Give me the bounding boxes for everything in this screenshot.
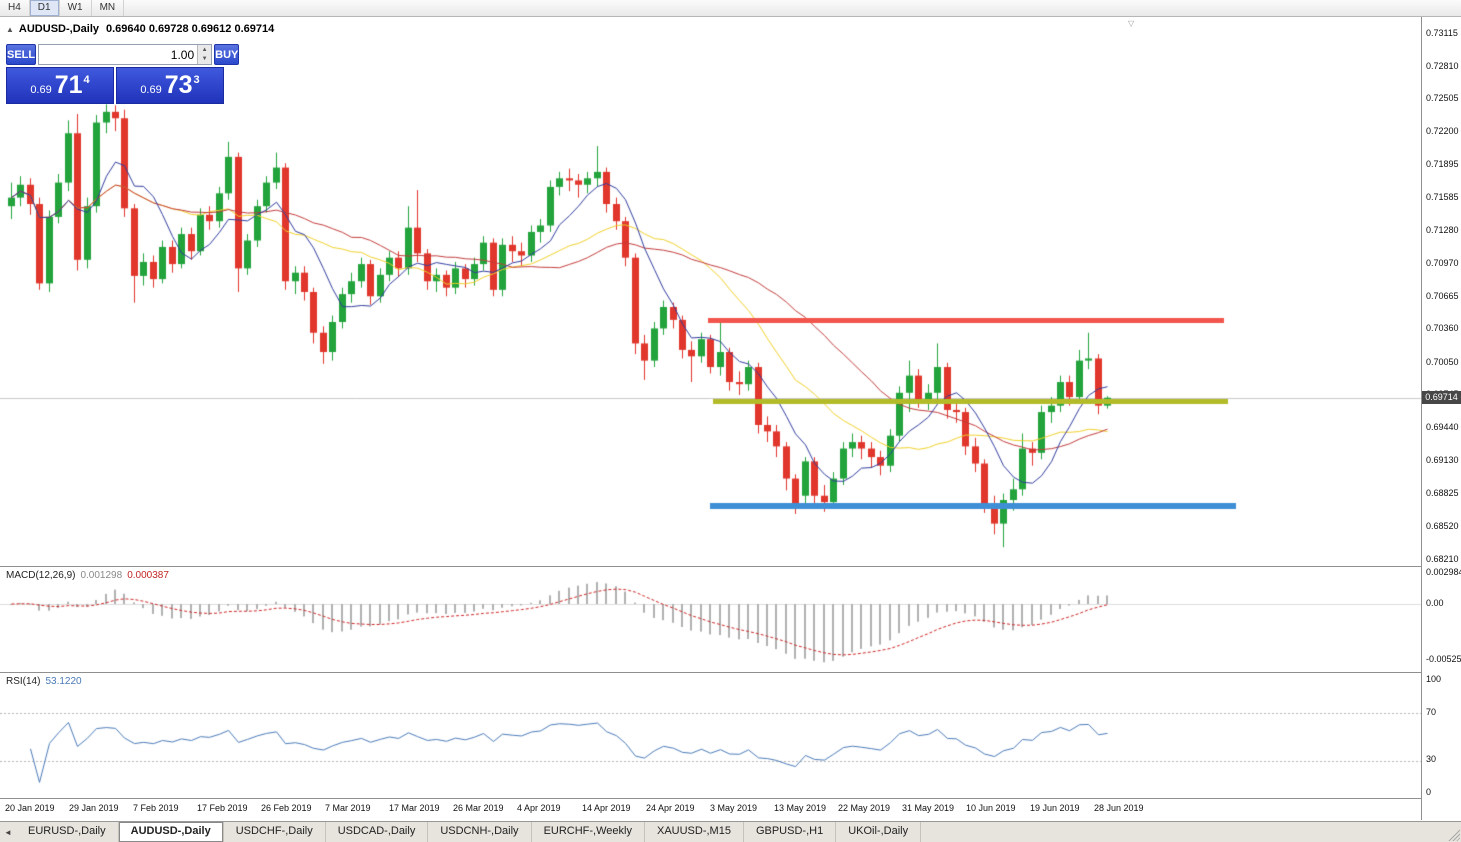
chart-shift-marker-icon[interactable]: ▽	[1128, 19, 1135, 28]
sell-price-prefix: 0.69	[30, 83, 52, 96]
price-axis-label: 0.72200	[1426, 126, 1459, 137]
macd-axis-zero: 0.00	[1426, 598, 1444, 608]
date-axis-label: 31 May 2019	[902, 803, 955, 813]
date-axis-label: 22 May 2019	[838, 803, 891, 813]
volume-up-button[interactable]: ▲	[198, 45, 212, 55]
macd-indicator-label: MACD(12,26,9) 0.001298 0.000387	[6, 570, 169, 581]
buy-price-prefix: 0.69	[140, 83, 162, 96]
price-axis-label: 0.73115	[1426, 28, 1458, 38]
date-axis-label: 14 Apr 2019	[582, 803, 631, 813]
price-axis-label: 0.68825	[1426, 488, 1459, 499]
price-axis-label: 0.70665	[1426, 290, 1459, 301]
date-axis-label: 10 Jun 2019	[966, 803, 1016, 813]
sell-button[interactable]: SELL	[6, 44, 37, 65]
macd-axis-max: 0.002984	[1426, 567, 1461, 577]
timeframe-h4-button[interactable]: H4	[0, 0, 30, 16]
tab-usdcad-daily[interactable]: USDCAD-,Daily	[326, 822, 429, 842]
rsi-axis-0: 0	[1426, 787, 1432, 797]
sell-price-main: 71	[54, 71, 83, 99]
rsi-indicator-label: RSI(14) 53.1220	[6, 676, 82, 687]
buy-button[interactable]: BUY	[214, 44, 240, 65]
date-axis-label: 19 Jun 2019	[1030, 803, 1080, 813]
date-axis-separator	[0, 798, 1421, 799]
macd-axis-min: -0.005256	[1426, 654, 1461, 664]
volume-box: ▲ ▼	[38, 44, 213, 65]
tab-eurchf-weekly[interactable]: EURCHF-,Weekly	[532, 822, 645, 842]
date-axis-label: 26 Mar 2019	[453, 803, 504, 813]
price-axis-label: 0.69440	[1426, 422, 1459, 433]
timeframe-w1-button[interactable]: W1	[60, 0, 92, 16]
price-axis-label: 0.72810	[1426, 60, 1459, 71]
price-axis-label: 0.71585	[1426, 192, 1459, 203]
date-axis-label: 24 Apr 2019	[646, 803, 695, 813]
timeframe-mn-button[interactable]: MN	[92, 0, 125, 16]
date-axis-label: 4 Apr 2019	[517, 803, 561, 813]
rsi-value: 53.1220	[45, 676, 82, 687]
price-axis-label: 0.68520	[1426, 520, 1459, 531]
macd-panel-separator[interactable]	[0, 566, 1421, 567]
rsi-axis-100: 100	[1426, 674, 1442, 684]
buy-price-main: 73	[164, 71, 193, 99]
price-axis-label: 0.69130	[1426, 455, 1459, 466]
macd-main-value: 0.001298	[80, 570, 123, 581]
tab-gbpusd-h1[interactable]: GBPUSD-,H1	[744, 822, 837, 842]
date-axis-label: 28 Jun 2019	[1094, 803, 1144, 813]
tab-xauusd-m15[interactable]: XAUUSD-,M15	[645, 822, 744, 842]
window-resize-grip[interactable]	[1447, 828, 1460, 841]
tab-ukoil-daily[interactable]: UKOil-,Daily	[836, 822, 922, 842]
one-click-toggle-icon[interactable]: ▲	[6, 24, 14, 34]
tab-usdchf-daily[interactable]: USDCHF-,Daily	[224, 822, 326, 842]
tab-eurusd-daily[interactable]: EURUSD-,Daily	[16, 822, 119, 842]
buy-price-pip: 3	[193, 73, 200, 86]
current-price-badge: 0.69714	[1422, 391, 1461, 404]
timeframe-toolbar: H4 D1 W1 MN	[0, 0, 1461, 17]
tab-usdcnh-daily[interactable]: USDCNH-,Daily	[428, 822, 532, 842]
price-axis-label: 0.71895	[1426, 158, 1459, 169]
price-axis-separator	[1421, 17, 1422, 820]
rsi-axis-30: 30	[1426, 754, 1437, 764]
price-axis-label: 0.70360	[1426, 323, 1459, 334]
date-axis-label: 3 May 2019	[710, 803, 758, 813]
spinner-down-icon: ▼	[201, 56, 208, 63]
sell-price-button[interactable]: 0.69 71 4	[6, 67, 114, 104]
chart-title: ▲ AUDUSD-,Daily 0.69640 0.69728 0.69612 …	[6, 23, 274, 35]
price-axis-label: 0.68210	[1426, 553, 1459, 564]
date-axis-label: 17 Feb 2019	[197, 803, 248, 813]
tab-audusd-daily[interactable]: AUDUSD-,Daily	[118, 822, 224, 842]
price-axis-label: 0.70970	[1426, 258, 1459, 269]
date-axis-label: 17 Mar 2019	[389, 803, 440, 813]
macd-name: MACD(12,26,9)	[6, 570, 76, 581]
rsi-panel-separator[interactable]	[0, 672, 1421, 673]
chart-ohlc-values: 0.69640 0.69728 0.69612 0.69714	[106, 23, 275, 35]
chart-symbol-label: AUDUSD-,Daily	[18, 23, 99, 35]
date-axis-label: 7 Feb 2019	[133, 803, 179, 813]
volume-input[interactable]	[39, 45, 198, 64]
volume-down-button[interactable]: ▼	[198, 54, 212, 64]
price-axis-label: 0.72505	[1426, 93, 1459, 104]
tab-scroll-left-button[interactable]: ◄	[0, 822, 16, 842]
buy-price-button[interactable]: 0.69 73 3	[116, 67, 224, 104]
date-axis-label: 7 Mar 2019	[325, 803, 371, 813]
rsi-axis-70: 70	[1426, 707, 1437, 717]
date-axis-label: 20 Jan 2019	[5, 803, 55, 813]
price-axis-label: 0.70050	[1426, 356, 1459, 367]
date-axis-label: 29 Jan 2019	[69, 803, 119, 813]
price-axis-label: 0.71280	[1426, 224, 1459, 235]
sell-price-pip: 4	[83, 73, 90, 86]
one-click-trading-panel: SELL ▲ ▼ BUY 0.69 71 4 0.69 73 3	[6, 44, 240, 104]
macd-signal-value: 0.000387	[127, 570, 169, 581]
timeframe-d1-button[interactable]: D1	[29, 0, 60, 16]
chart-tab-bar: ◄ EURUSD-,Daily AUDUSD-,Daily USDCHF-,Dail…	[0, 821, 1461, 842]
spinner-up-icon: ▲	[201, 46, 208, 53]
date-axis-label: 26 Feb 2019	[261, 803, 312, 813]
rsi-name: RSI(14)	[6, 676, 41, 687]
date-axis-label: 13 May 2019	[774, 803, 827, 813]
